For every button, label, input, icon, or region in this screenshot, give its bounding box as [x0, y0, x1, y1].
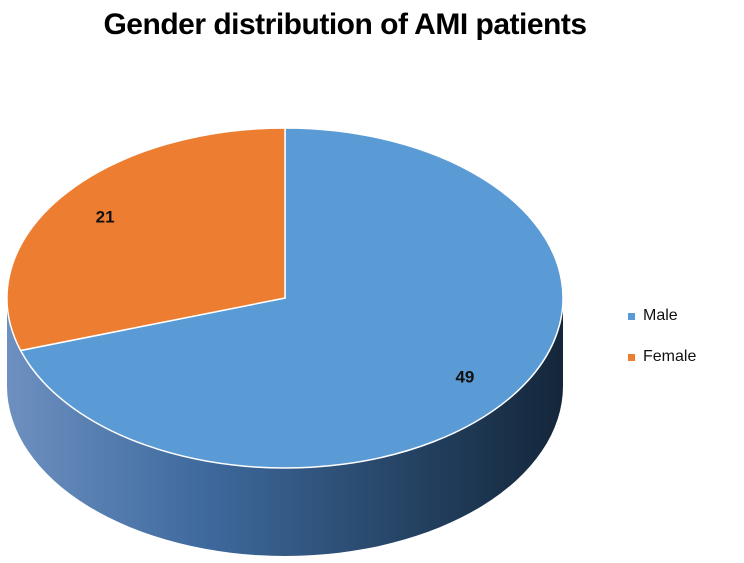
pie-side-wall: [7, 298, 563, 556]
legend-label-female: Female: [643, 348, 697, 365]
pie-side-wall-surface: [7, 298, 563, 556]
pie-slice-female: [6, 127, 286, 352]
data-label-female: 21: [96, 208, 115, 227]
pie-slices: [6, 127, 564, 469]
legend-label-male: Male: [643, 307, 678, 324]
legend-item-male: Male: [628, 304, 696, 328]
chart-title: Gender distribution of AMI patients: [103, 8, 587, 41]
pie-slice-male: [19, 127, 564, 469]
pie-data-labels: 49 21: [96, 208, 475, 387]
data-label-male: 49: [455, 367, 474, 386]
legend-item-female: Female: [628, 345, 696, 369]
legend-swatch-male: [628, 312, 635, 320]
legend-swatch-female: [628, 353, 635, 361]
legend: Male Female: [628, 304, 696, 386]
